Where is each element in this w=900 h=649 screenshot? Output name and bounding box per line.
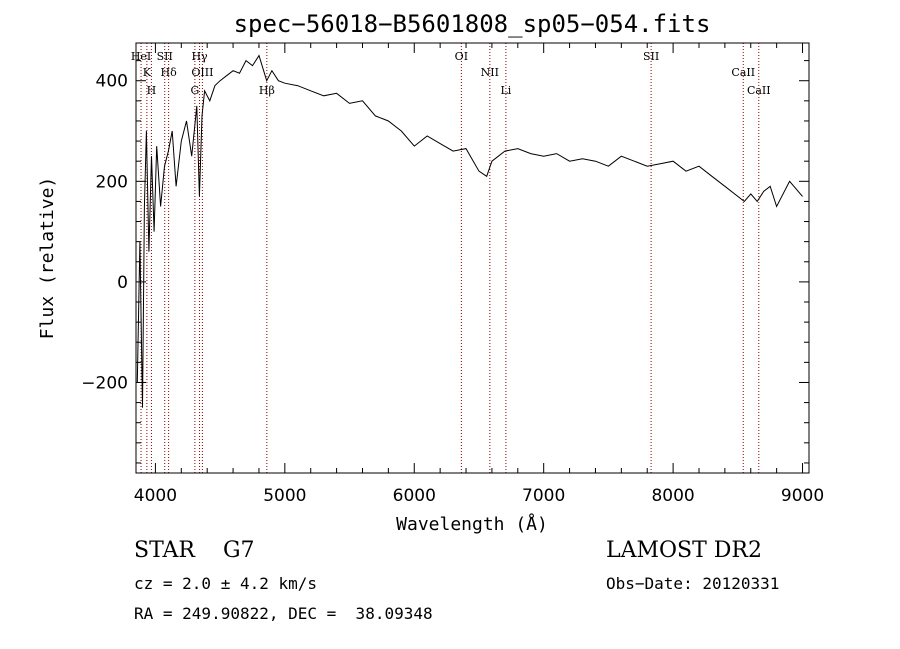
spectrum-line (136, 54, 803, 408)
ra-dec: RA = 249.90822, DEC = 38.09348 (134, 604, 433, 623)
x-tick-label: 7000 (522, 486, 565, 506)
spectral-line-label: CaII (731, 66, 755, 79)
spectral-line-label: HeI (131, 50, 151, 63)
x-tick-label: 6000 (393, 486, 436, 506)
spectral-line-label: G (190, 84, 199, 97)
chart-title: spec−56018−B5601808_sp05−054.fits (234, 10, 711, 38)
x-tick-label: 5000 (263, 486, 306, 506)
x-tick-label: 4000 (134, 486, 177, 506)
y-tick-label: 400 (96, 72, 128, 92)
spectral-line-label: SII (157, 50, 173, 63)
plot-frame (135, 42, 810, 474)
y-axis-ticks: −200 0 200 400 (81, 60, 809, 464)
survey-name: LAMOST DR2 (606, 538, 762, 563)
redshift-velocity: cz = 2.0 ± 4.2 km/s (134, 574, 318, 593)
y-tick-label: 0 (117, 273, 128, 293)
spectral-line-markers (140, 43, 760, 473)
y-axis-label: Flux (relative) (37, 177, 58, 340)
observation-date: Obs−Date: 20120331 (606, 574, 780, 593)
x-tick-label: 8000 (651, 486, 694, 506)
y-tick-label: 200 (96, 172, 128, 192)
spectral-line-label: OIII (191, 66, 213, 79)
spectral-line-label: NII (481, 66, 499, 79)
x-axis-label: Wavelength (Å) (396, 513, 548, 535)
spectral-line-label: K (143, 66, 152, 79)
spectral-line-label: CaII (747, 84, 771, 97)
spectral-line-label: Hγ (191, 50, 208, 63)
spectral-line-label: Li (500, 84, 511, 97)
spectral-line-label: H (147, 84, 157, 97)
spectral-line-label: Hδ (161, 66, 178, 79)
x-tick-label: 9000 (781, 486, 824, 506)
spectral-line-label: Hβ (259, 84, 275, 97)
spectral-line-label: OI (455, 50, 468, 63)
x-axis-ticks: 4000 5000 6000 7000 8000 9000 (134, 43, 824, 506)
spectral-line-label: SII (643, 50, 659, 63)
object-class: STAR G7 (134, 538, 255, 563)
y-tick-label: −200 (81, 373, 128, 393)
